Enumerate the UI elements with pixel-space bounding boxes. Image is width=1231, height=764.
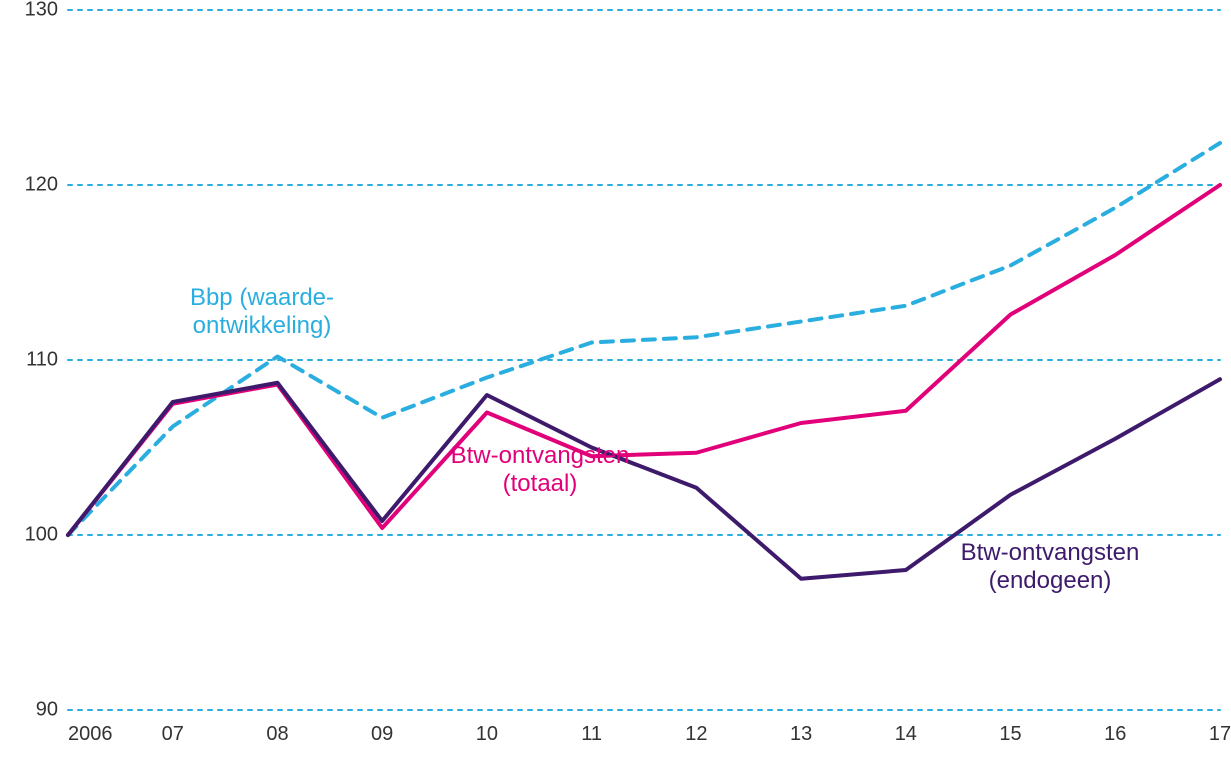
x-tick-label: 11	[581, 723, 602, 745]
y-tick-label: 120	[25, 173, 58, 195]
chart-background	[0, 0, 1231, 759]
y-tick-label: 90	[36, 698, 58, 720]
x-tick-label: 15	[999, 723, 1021, 745]
line-chart: 90 100 110 120 130 2006 07 08 09 10 11 12 13 14 15 16 17…	[0, 0, 1231, 759]
x-tick-label: 08	[266, 723, 288, 745]
x-tick-label: 13	[790, 723, 812, 745]
y-tick-label: 100	[25, 523, 58, 545]
x-tick-label: 10	[476, 723, 498, 745]
x-tick-label: 07	[162, 723, 184, 745]
y-tick-label: 130	[25, 0, 58, 20]
x-tick-label: 16	[1104, 723, 1126, 745]
x-tick-label: 14	[895, 723, 917, 745]
y-tick-label: 110	[26, 348, 58, 370]
x-tick-label: 17	[1209, 723, 1231, 745]
x-tick-label: 09	[371, 723, 393, 745]
x-tick-label: 2006	[68, 723, 113, 745]
x-tick-label: 12	[685, 723, 707, 745]
chart-svg: 90 100 110 120 130 2006 07 08 09 10 11 12 13 14 15 16 17…	[0, 0, 1231, 759]
series-label-bbp: Bbp (waarde-ontwikkeling)	[190, 284, 334, 339]
